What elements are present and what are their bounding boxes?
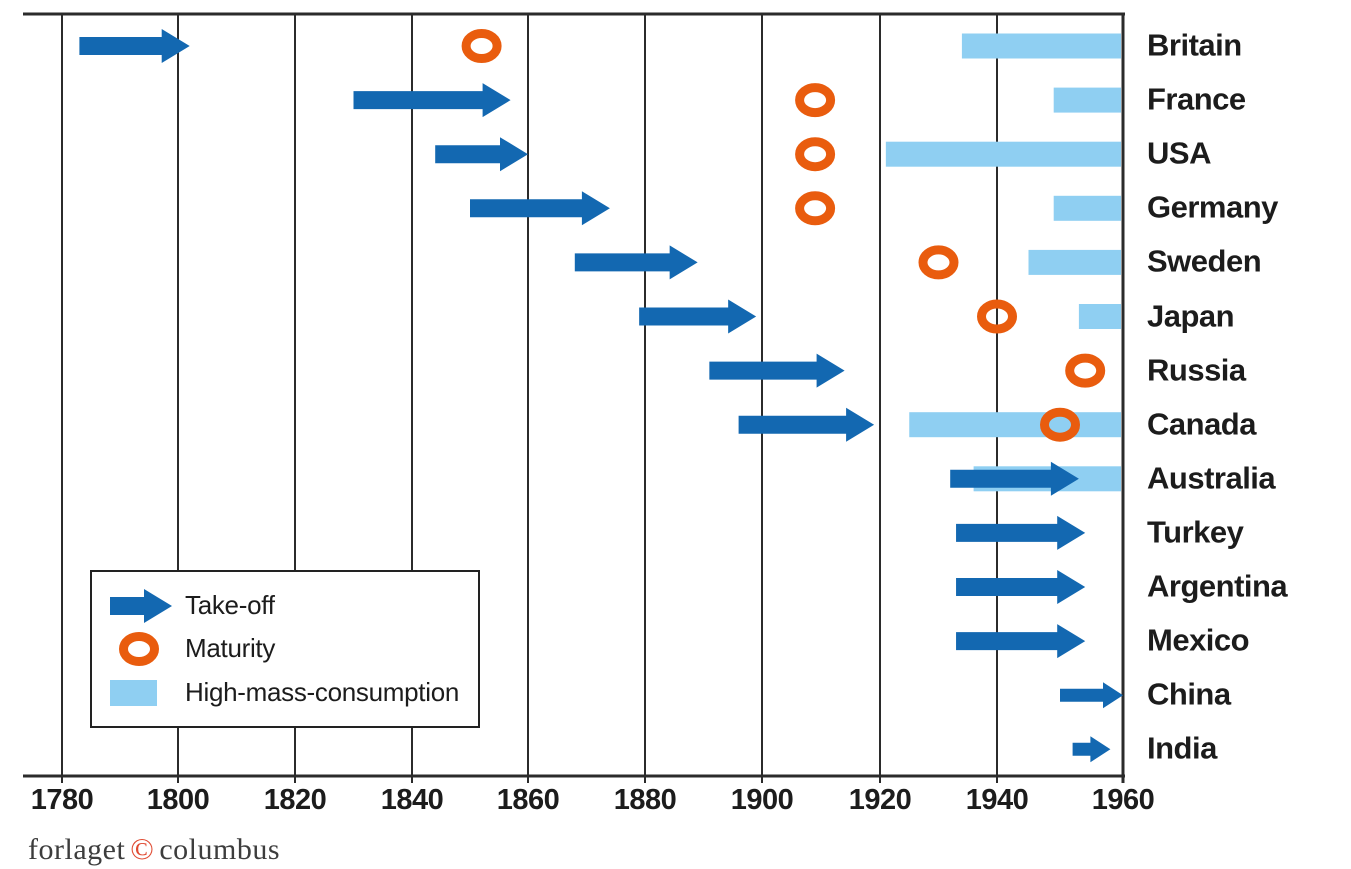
x-tick-label-1940: 1940 <box>965 784 1029 816</box>
takeoff-arrow-Germany <box>470 191 610 226</box>
maturity-ring-Sweden <box>918 245 959 280</box>
copyright-icon: © <box>130 831 155 866</box>
legend-icons <box>110 589 172 706</box>
takeoff-arrow-Japan <box>639 299 757 334</box>
country-label-India: India <box>1147 730 1217 766</box>
takeoff-arrow-Argentina <box>956 570 1086 604</box>
country-label-Sweden: Sweden <box>1147 243 1262 279</box>
maturity-ring-Japan <box>977 299 1017 334</box>
maturity-ring-Canada <box>1040 407 1080 442</box>
takeoff-arrow-France <box>353 83 511 118</box>
maturity-ring-Russia <box>1065 353 1106 388</box>
country-label-Russia: Russia <box>1147 351 1246 387</box>
country-label-USA: USA <box>1147 135 1211 171</box>
x-tick-label-1960: 1960 <box>1091 784 1155 816</box>
country-label-Canada: Canada <box>1147 405 1256 441</box>
maturity-ring-France <box>795 83 836 118</box>
takeoff-arrow-Sweden <box>574 245 698 280</box>
country-label-Australia: Australia <box>1147 460 1276 496</box>
legend-label-hmc: High-mass-consumption <box>185 676 460 707</box>
country-label-Argentina: Argentina <box>1147 568 1288 604</box>
x-tick-label-1820: 1820 <box>263 784 327 816</box>
country-label-France: France <box>1147 81 1246 117</box>
hmc-bar-USA <box>885 141 1121 167</box>
takeoff-arrow-Turkey <box>956 515 1086 550</box>
hmc-bar-France <box>1053 87 1121 113</box>
legend-box: Take-off Maturity High-mass-consumption <box>90 570 480 728</box>
country-label-Germany: Germany <box>1147 189 1278 225</box>
legend-label-maturity: Maturity <box>185 632 276 663</box>
country-label-Britain: Britain <box>1147 27 1242 63</box>
takeoff-arrow-Canada <box>738 407 875 442</box>
publisher-credit: forlaget © columbus <box>28 831 280 867</box>
hmc-bar-icon <box>110 680 157 706</box>
publisher-name-left: forlaget <box>28 833 126 866</box>
x-tick-label-1840: 1840 <box>380 784 444 816</box>
hmc-bar-Germany <box>1053 195 1121 221</box>
takeoff-arrow-Russia <box>709 353 845 388</box>
country-label-Japan: Japan <box>1147 297 1235 333</box>
maturity-ring-Britain <box>461 29 502 63</box>
publisher-name-right: columbus <box>159 833 281 866</box>
maturity-ring-USA <box>795 137 836 172</box>
x-tick-label-1880: 1880 <box>613 784 677 816</box>
country-label-Turkey: Turkey <box>1147 514 1244 550</box>
takeoff-arrow-Australia <box>950 461 1079 496</box>
country-label-Mexico: Mexico <box>1147 622 1250 658</box>
hmc-bar-Britain <box>961 33 1121 59</box>
legend-label-takeoff: Take-off <box>185 589 275 620</box>
x-tick-label-1780: 1780 <box>30 784 94 816</box>
x-tick-label-1800: 1800 <box>146 784 210 816</box>
hmc-bar-Japan <box>1078 304 1121 329</box>
x-tick-label-1860: 1860 <box>496 784 560 816</box>
takeoff-arrow-Britain <box>79 29 190 63</box>
hmc-bar-Canada <box>909 412 1121 438</box>
takeoff-arrow-Mexico <box>956 624 1086 659</box>
takeoff-arrow-China <box>1060 682 1123 709</box>
x-tick-label-1920: 1920 <box>848 784 912 816</box>
takeoff-arrow-USA <box>435 137 528 172</box>
maturity-ring-icon <box>119 632 159 666</box>
maturity-ring-Germany <box>795 191 836 226</box>
takeoff-arrow-icon <box>110 589 172 623</box>
hmc-bar-Sweden <box>1028 249 1121 275</box>
country-label-China: China <box>1147 676 1231 712</box>
x-tick-label-1900: 1900 <box>730 784 794 816</box>
takeoff-arrow-India <box>1072 736 1111 763</box>
